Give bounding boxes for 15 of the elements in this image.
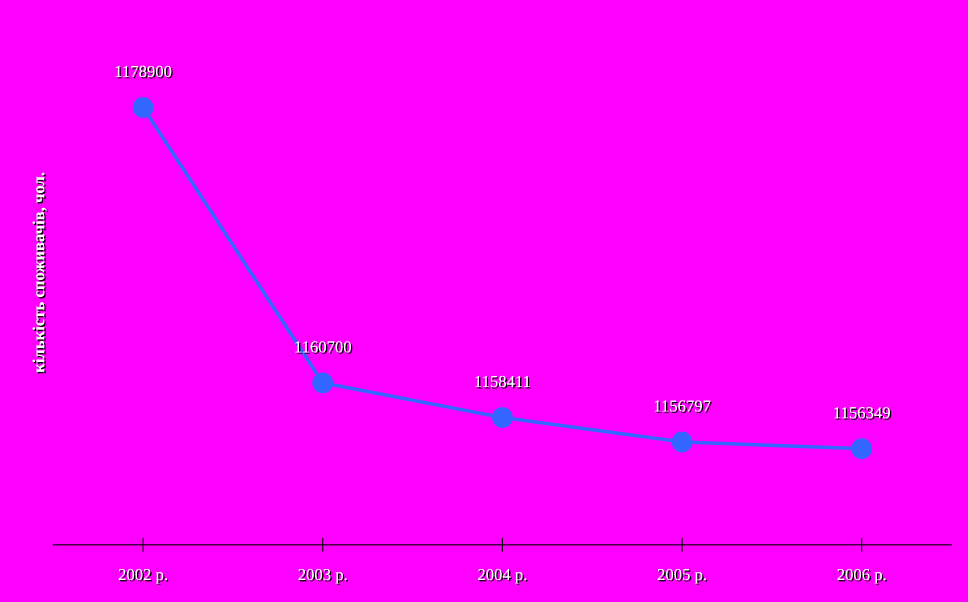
x-tick-label: 2002 р.: [118, 568, 168, 585]
data-label: 1158411: [475, 376, 532, 389]
x-tick-label: 2004 р.: [478, 568, 528, 585]
data-label: 1156349: [834, 407, 892, 420]
point: [672, 432, 692, 452]
point: [132, 97, 154, 118]
x-tick-label: 2005 р.: [658, 568, 708, 585]
y-axis-title: кількість споживачів, чол.: [32, 172, 48, 374]
point: [312, 372, 334, 394]
data-label: 1178900: [116, 66, 173, 78]
x-tick-label: 2006 р.: [837, 568, 888, 585]
point: [851, 438, 872, 460]
x-tick-label: 2003 р.: [298, 568, 348, 585]
point: [492, 407, 513, 428]
data-label: 1156797: [654, 400, 712, 413]
